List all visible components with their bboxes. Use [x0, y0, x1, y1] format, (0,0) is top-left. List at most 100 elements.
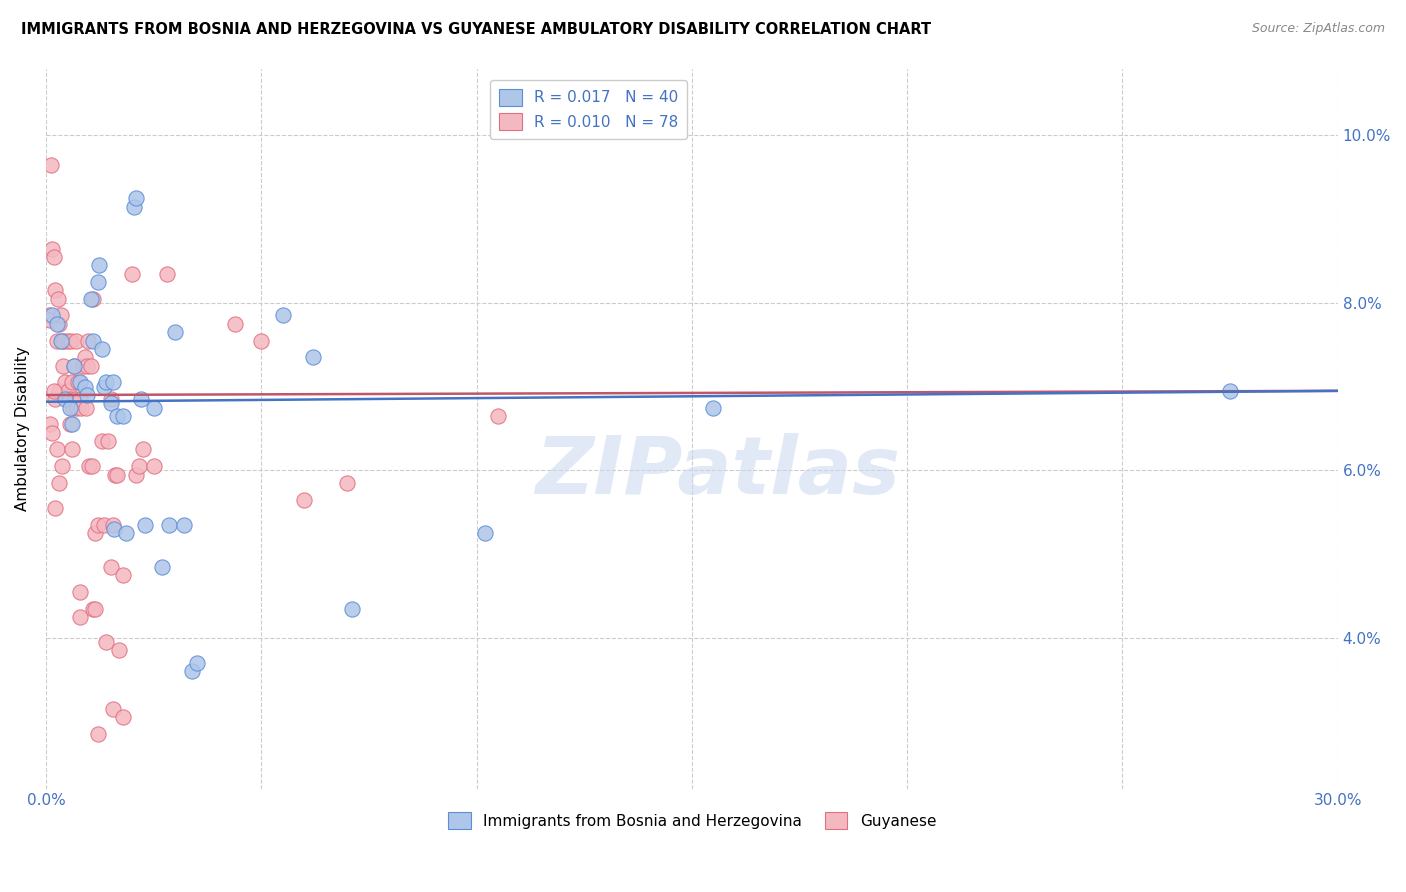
Point: [87, 258, 110, 272]
Point: [112, 568, 135, 582]
Point: [73, 351, 96, 365]
Legend: Immigrants from Bosnia and Herzegovina, Guyanese: Immigrants from Bosnia and Herzegovina, …: [441, 806, 942, 835]
Point: [271, 309, 294, 323]
Point: [38, 309, 60, 323]
Point: [44, 284, 66, 298]
Point: [224, 317, 246, 331]
Point: [186, 656, 208, 670]
Point: [82, 292, 104, 306]
Point: [340, 601, 363, 615]
Y-axis label: Ambulatory Disability: Ambulatory Disability: [15, 346, 30, 511]
Point: [292, 492, 315, 507]
Point: [84, 526, 107, 541]
Point: [91, 434, 114, 448]
Point: [42, 384, 65, 398]
Point: [44, 392, 66, 407]
Text: Source: ZipAtlas.com: Source: ZipAtlas.com: [1251, 22, 1385, 36]
Point: [56, 384, 79, 398]
Point: [58, 334, 80, 348]
Point: [122, 200, 145, 214]
Point: [39, 417, 62, 432]
Point: [486, 409, 509, 423]
Point: [69, 392, 91, 407]
Point: [60, 376, 83, 390]
Point: [142, 401, 165, 415]
Point: [128, 459, 150, 474]
Point: [86, 517, 108, 532]
Point: [82, 459, 104, 474]
Point: [114, 526, 136, 541]
Point: [59, 417, 82, 432]
Point: [65, 334, 87, 348]
Point: [53, 334, 76, 348]
Point: [59, 392, 82, 407]
Point: [474, 526, 496, 541]
Point: [105, 409, 128, 423]
Point: [93, 379, 115, 393]
Point: [157, 517, 180, 532]
Point: [80, 359, 103, 373]
Point: [100, 559, 122, 574]
Point: [86, 275, 108, 289]
Point: [69, 584, 91, 599]
Point: [121, 267, 143, 281]
Point: [49, 334, 72, 348]
Point: [60, 417, 83, 432]
Point: [125, 191, 148, 205]
Point: [44, 501, 66, 516]
Point: [41, 309, 63, 323]
Point: [112, 409, 135, 423]
Point: [93, 517, 115, 532]
Point: [51, 459, 73, 474]
Point: [181, 665, 204, 679]
Point: [108, 643, 131, 657]
Text: IMMIGRANTS FROM BOSNIA AND HERZEGOVINA VS GUYANESE AMBULATORY DISABILITY CORRELA: IMMIGRANTS FROM BOSNIA AND HERZEGOVINA V…: [21, 22, 931, 37]
Point: [66, 401, 89, 415]
Point: [45, 317, 67, 331]
Point: [45, 442, 67, 457]
Point: [76, 359, 98, 373]
Point: [96, 635, 118, 649]
Point: [69, 610, 91, 624]
Point: [48, 384, 70, 398]
Point: [103, 522, 125, 536]
Point: [100, 392, 122, 407]
Point: [105, 467, 128, 482]
Point: [46, 292, 69, 306]
Point: [39, 158, 62, 172]
Point: [96, 376, 118, 390]
Point: [72, 359, 94, 373]
Point: [155, 267, 177, 281]
Point: [702, 401, 724, 415]
Point: [39, 312, 62, 326]
Point: [59, 334, 82, 348]
Point: [82, 334, 104, 348]
Point: [97, 434, 120, 448]
Point: [52, 359, 75, 373]
Point: [59, 401, 82, 415]
Point: [70, 401, 93, 415]
Point: [51, 334, 73, 348]
Point: [76, 388, 98, 402]
Point: [86, 727, 108, 741]
Point: [336, 475, 359, 490]
Point: [48, 317, 70, 331]
Point: [53, 392, 76, 407]
Point: [173, 517, 195, 532]
Point: [73, 379, 96, 393]
Point: [1219, 384, 1241, 398]
Point: [67, 376, 90, 390]
Text: ZIPatlas: ZIPatlas: [536, 433, 900, 511]
Point: [104, 467, 127, 482]
Point: [63, 359, 86, 373]
Point: [82, 601, 104, 615]
Point: [302, 351, 325, 365]
Point: [45, 334, 67, 348]
Point: [84, 601, 107, 615]
Point: [150, 559, 173, 574]
Point: [53, 376, 76, 390]
Point: [101, 702, 124, 716]
Point: [101, 517, 124, 532]
Point: [41, 242, 63, 256]
Point: [60, 442, 83, 457]
